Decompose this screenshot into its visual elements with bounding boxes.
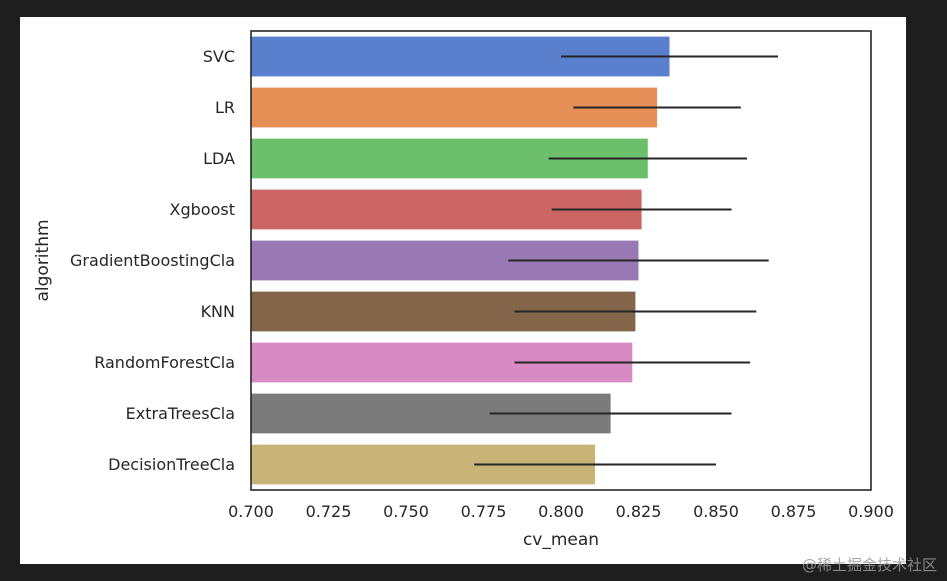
- category-label: SVC: [203, 47, 235, 66]
- category-label: DecisionTreeCla: [108, 455, 235, 474]
- x-tick-label: 0.775: [461, 502, 507, 521]
- x-tick-label: 0.725: [306, 502, 352, 521]
- x-tick-label: 0.825: [616, 502, 662, 521]
- bar-chart: SVC LR LDA Xgboost GradientBoostingCla KNN Ran…: [33, 30, 894, 550]
- category-label: KNN: [201, 302, 235, 321]
- category-label: ExtraTreesCla: [126, 404, 235, 423]
- plot-frame: [250, 30, 872, 491]
- watermark: @稀土掘金技术社区: [801, 556, 937, 574]
- x-axis-title: cv_mean: [523, 530, 599, 550]
- x-tick-label: 0.850: [693, 502, 739, 521]
- x-tick-label: 0.900: [848, 502, 894, 521]
- category-label: LR: [215, 98, 235, 117]
- category-label: GradientBoostingCla: [70, 251, 235, 270]
- x-tick-label: 0.875: [771, 502, 817, 521]
- y-axis-title: algorithm: [33, 219, 53, 301]
- category-label: LDA: [203, 149, 235, 168]
- x-tick-label: 0.750: [383, 502, 429, 521]
- x-tick-label: 0.700: [228, 502, 274, 521]
- category-label: RandomForestCla: [94, 353, 235, 372]
- category-label: Xgboost: [170, 200, 235, 219]
- x-tick-label: 0.800: [538, 502, 584, 521]
- chart-figure: SVC LR LDA Xgboost GradientBoostingCla KNN Ran…: [20, 17, 906, 564]
